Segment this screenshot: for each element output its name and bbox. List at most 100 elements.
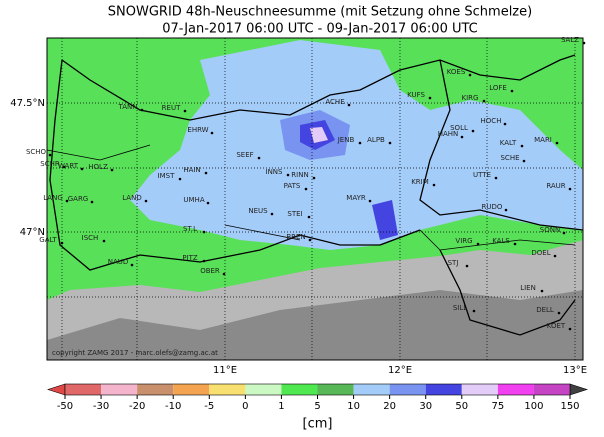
- place-label: ISCH: [82, 234, 99, 242]
- place-dot: [202, 259, 206, 263]
- place-dot: [257, 156, 261, 160]
- place-dot: [204, 171, 208, 175]
- place-label: KALS: [492, 237, 510, 245]
- place-dot: [358, 141, 362, 145]
- place-label: KRIM: [411, 178, 429, 186]
- title: SNOWGRID 48h-Neuschneesumme (mit Setzung…: [108, 5, 532, 20]
- place-label: GALT: [39, 236, 57, 244]
- place-dot: [582, 41, 586, 45]
- place-dot: [80, 167, 84, 171]
- place-label: RUDO: [482, 203, 503, 211]
- colorbar-segment: [137, 384, 174, 395]
- terrain-dark: [47, 290, 583, 360]
- place-dot: [460, 135, 464, 139]
- place-dot: [144, 199, 148, 203]
- colorbar-tick-label: -50: [57, 401, 73, 412]
- place-dot: [553, 254, 557, 258]
- place-dot: [388, 141, 392, 145]
- map-frame: [46, 37, 584, 361]
- place-dot: [494, 176, 498, 180]
- place-dot: [432, 183, 436, 187]
- colorbar-segment: [389, 384, 426, 395]
- place-dot: [130, 263, 134, 267]
- place-label: DOEL: [531, 249, 550, 257]
- place-label: VIRG: [455, 237, 472, 245]
- colorbar-segment: [245, 384, 282, 395]
- place-dot: [555, 141, 559, 145]
- place-label: ST.L: [183, 225, 197, 233]
- place-dot: [307, 215, 311, 219]
- place-dot: [510, 89, 514, 93]
- colorbar-segment: [101, 384, 138, 395]
- place-label: JENB: [337, 136, 355, 144]
- colorbar-tick-label: 75: [491, 401, 504, 412]
- place-dot: [540, 289, 544, 293]
- place-dot: [65, 199, 69, 203]
- place-label: OBER: [200, 267, 220, 275]
- colorbar-tick-label: 5: [314, 401, 320, 412]
- colorbar-segment: [173, 384, 210, 395]
- snow-30-50-south: [372, 200, 398, 240]
- lon-label: 13°E: [563, 365, 587, 376]
- lat-label: 47.5°N: [10, 98, 45, 109]
- place-dot: [476, 242, 480, 246]
- place-dot: [562, 231, 566, 235]
- place-dot: [270, 212, 274, 216]
- colorbar-segment: [533, 384, 570, 395]
- place-label: PITZ: [182, 254, 198, 262]
- colorbar-unit: [cm]: [303, 417, 333, 432]
- lat-label: 47°N: [20, 227, 45, 238]
- place-label: KIRG: [462, 94, 479, 102]
- place-dot: [210, 131, 214, 135]
- colorbar-tick-label: -10: [165, 401, 181, 412]
- district-border: [46, 144, 576, 251]
- place-dot: [60, 241, 64, 245]
- place-label: LAND: [122, 194, 141, 202]
- place-dot: [347, 103, 351, 107]
- place-dot: [520, 144, 524, 148]
- colorbar-tick-label: -5: [204, 401, 214, 412]
- lon-label: 12°E: [388, 365, 412, 376]
- place-dot: [110, 168, 114, 172]
- colorbar-segment: [461, 384, 498, 395]
- colorbar-tick-label: 0: [242, 401, 248, 412]
- colorbar-segment: [281, 384, 318, 395]
- place-dot: [308, 238, 312, 242]
- colorbar-over: [569, 383, 588, 396]
- place-label: HOCH: [481, 117, 502, 125]
- colorbar-tick-label: -30: [93, 401, 109, 412]
- place-label: REUT: [162, 104, 181, 112]
- place-label: SEEF: [236, 151, 253, 159]
- place-label: LANG: [43, 194, 63, 202]
- place-label: GARG: [68, 195, 89, 203]
- place-label: RINN: [291, 171, 308, 179]
- place-dot: [48, 153, 52, 157]
- place-dot: [568, 187, 572, 191]
- place-label: HAHN: [438, 130, 459, 138]
- colorbar-segment: [209, 384, 246, 395]
- place-dot: [513, 242, 517, 246]
- colorbar-segment: [65, 384, 102, 395]
- place-label: STEI: [287, 210, 302, 218]
- place-label: RAUR: [546, 182, 565, 190]
- place-label: LIEN: [520, 284, 536, 292]
- place-dot: [472, 309, 476, 313]
- colorbar-tick-label: 150: [560, 401, 579, 412]
- place-dot: [568, 327, 572, 331]
- place-label: SCHR: [40, 160, 60, 168]
- place-label: MARI: [534, 136, 552, 144]
- place-label: SCHO: [26, 148, 47, 156]
- place-dot: [286, 173, 290, 177]
- place-label: INNS: [266, 168, 284, 176]
- colorbar-tick-label: 1: [278, 401, 284, 412]
- lon-label: 11°E: [213, 365, 237, 376]
- colorbar-tick-label: 10: [347, 401, 360, 412]
- place-dot: [102, 239, 106, 243]
- colorbar-segment: [317, 384, 354, 395]
- place-dot: [557, 311, 561, 315]
- place-label: WART: [58, 162, 79, 170]
- place-label: HOLZ: [88, 163, 108, 171]
- colorbar-segment: [497, 384, 534, 395]
- place-dot: [90, 200, 94, 204]
